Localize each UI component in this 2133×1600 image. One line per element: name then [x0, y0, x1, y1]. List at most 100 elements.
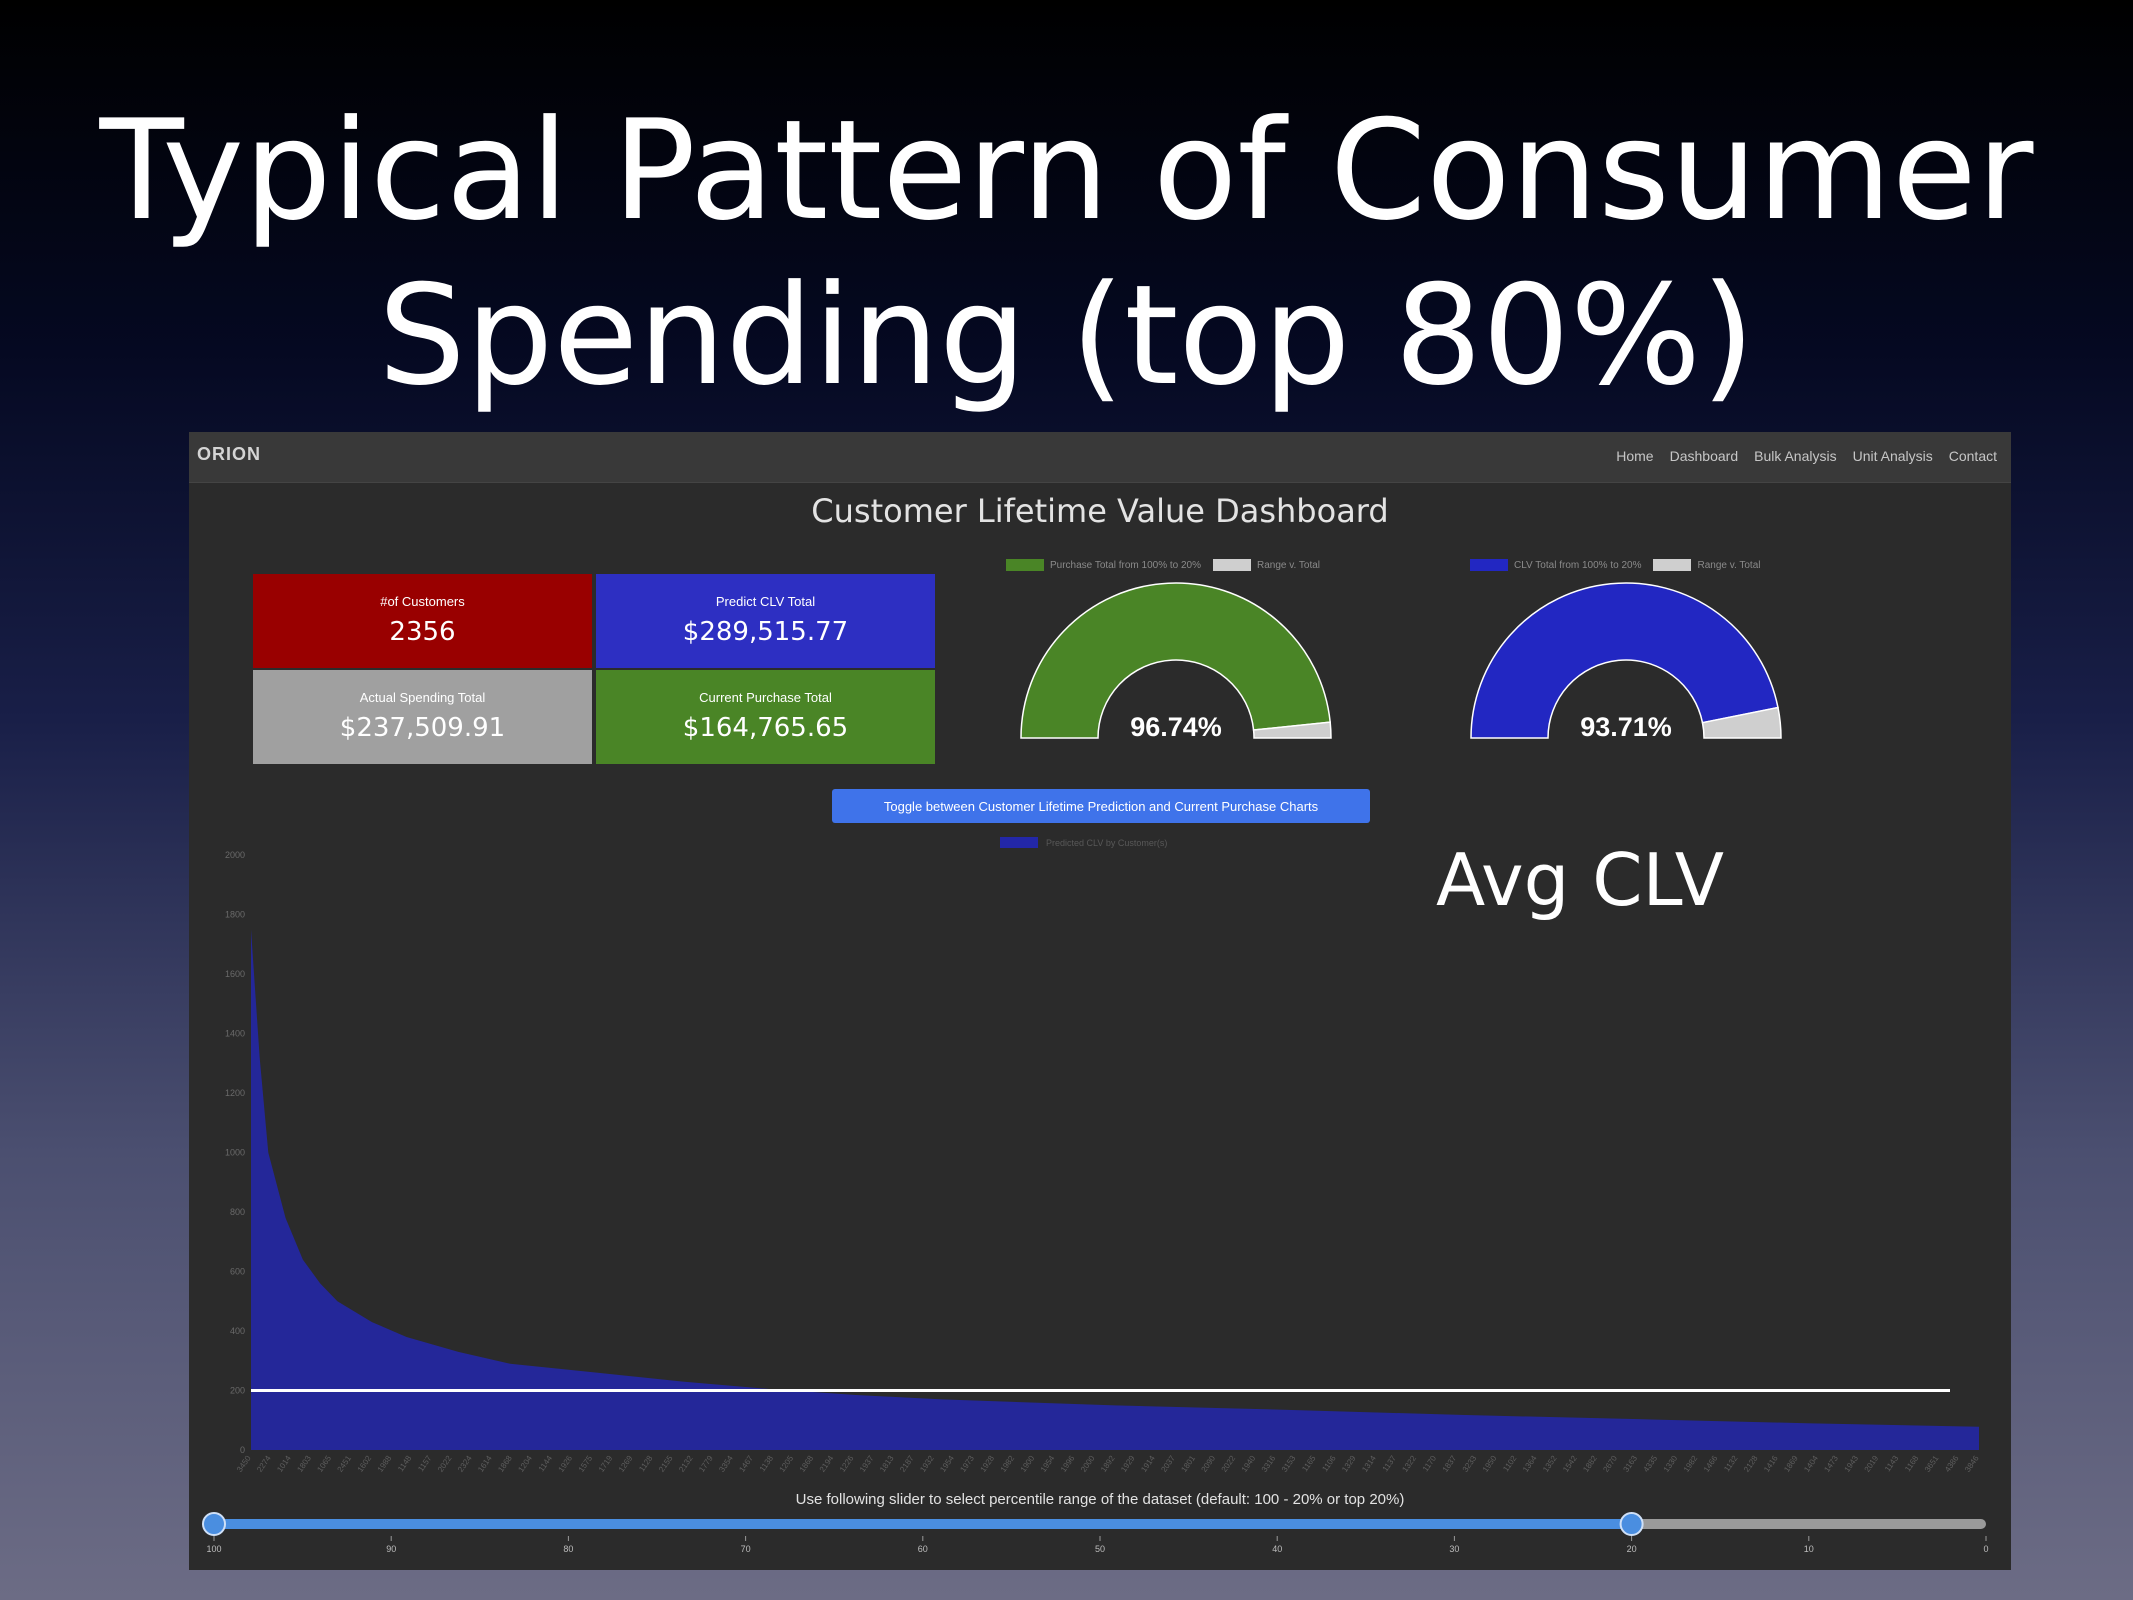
dashboard-title: Customer Lifetime Value Dashboard: [811, 492, 1389, 530]
x-tick-label: 1157: [416, 1454, 434, 1474]
x-tick-label: 1226: [838, 1454, 856, 1474]
x-tick-label: 1014: [275, 1454, 293, 1474]
toggle-chart-button[interactable]: Toggle between Customer Lifetime Predict…: [832, 789, 1370, 823]
x-tick-label: 1868: [798, 1454, 816, 1474]
gauge-filled-arc[interactable]: [1470, 582, 1779, 739]
kpi-actual-spending-total: Actual Spending Total $237,509.91: [253, 670, 592, 764]
y-tick-label: 1200: [225, 1088, 245, 1098]
legend-label: CLV Total from 100% to 20%: [1514, 559, 1642, 571]
legend-swatch[interactable]: [1006, 559, 1044, 571]
legend-swatch[interactable]: [1000, 837, 1038, 848]
kpi-predict-clv-total: Predict CLV Total $289,515.77: [596, 574, 935, 668]
x-tick-label: 1932: [918, 1454, 936, 1474]
x-tick-label: 1869: [1782, 1454, 1800, 1474]
navbar: ORION Home Dashboard Bulk Analysis Unit …: [189, 432, 2011, 483]
slide-title: Typical Pattern of Consumer Spending (to…: [0, 88, 2133, 418]
x-tick-label: 4386: [1943, 1454, 1961, 1474]
y-tick-label: 1800: [225, 910, 245, 920]
legend-label: Range v. Total: [1257, 559, 1321, 571]
nav-dashboard[interactable]: Dashboard: [1669, 448, 1739, 464]
x-tick-label: 1973: [958, 1454, 976, 1474]
x-tick-label: 1940: [1240, 1454, 1258, 1474]
x-tick-label: 2090: [1200, 1454, 1218, 1474]
y-tick-label: 2000: [225, 850, 245, 860]
x-tick-label: 2132: [677, 1454, 695, 1474]
x-tick-label: 1882: [1581, 1454, 1599, 1474]
x-tick-label: 3651: [1923, 1454, 1941, 1474]
x-tick-label: 4335: [1642, 1454, 1660, 1474]
brand-logo[interactable]: ORION: [197, 444, 262, 464]
slider-tick-label: 40: [1272, 1544, 1282, 1554]
kpi-customers: #of Customers 2356: [253, 574, 592, 668]
legend-label: Range v. Total: [1697, 559, 1761, 571]
slider-tick-label: 90: [386, 1544, 396, 1554]
x-tick-label: 2022: [1220, 1454, 1238, 1474]
y-tick-label: 0: [240, 1445, 245, 1455]
x-tick-label: 2670: [1601, 1454, 1619, 1474]
x-tick-label: 1330: [1662, 1454, 1680, 1474]
gauge-remaining-arc[interactable]: [1701, 706, 1782, 739]
x-tick-label: 2324: [456, 1454, 474, 1474]
x-tick-label: 3163: [1621, 1454, 1639, 1474]
x-tick-label: 1416: [1762, 1454, 1780, 1474]
x-tick-label: 1926: [557, 1454, 575, 1474]
slider-selected-range[interactable]: [214, 1519, 1632, 1529]
gauge-remaining-arc[interactable]: [1252, 721, 1332, 739]
x-tick-label: 1954: [938, 1454, 956, 1474]
legend-swatch[interactable]: [1653, 559, 1692, 571]
x-tick-label: 1128: [637, 1454, 655, 1474]
slider-tick-label: 0: [1983, 1544, 1988, 1554]
x-tick-label: 3316: [1260, 1454, 1278, 1474]
x-tick-label: 1466: [1702, 1454, 1720, 1474]
x-tick-label: 1138: [758, 1454, 776, 1474]
x-tick-label: 1602: [356, 1454, 374, 1474]
slider-tick-label: 20: [1627, 1544, 1637, 1554]
slider-label: Use following slider to select percentil…: [795, 1491, 1405, 1508]
nav-bulk-analysis[interactable]: Bulk Analysis: [1754, 448, 1837, 464]
gauge-purchase-value: 96.74%: [1130, 712, 1222, 742]
nav-unit-analysis[interactable]: Unit Analysis: [1852, 448, 1933, 464]
legend-swatch[interactable]: [1213, 559, 1252, 571]
x-tick-label: 1143: [1883, 1454, 1901, 1474]
gauge-filled-arc[interactable]: [1020, 582, 1332, 739]
gauge-legend-clv: CLV Total from 100% to 20% Range v. Tota…: [1470, 559, 1761, 571]
x-tick-label: 1204: [516, 1454, 534, 1474]
x-tick-label: 1928: [978, 1454, 996, 1474]
x-tick-label: 1137: [1381, 1454, 1399, 1474]
x-tick-label: 1813: [878, 1454, 896, 1474]
x-tick-label: 3450: [235, 1454, 253, 1474]
x-tick-label: 1575: [577, 1454, 595, 1474]
x-tick-label: 2187: [898, 1454, 916, 1474]
kpi-value: 2356: [389, 617, 456, 647]
x-tick-label: 2451: [336, 1454, 354, 1474]
x-tick-label: 1132: [1722, 1454, 1740, 1474]
nav-contact[interactable]: Contact: [1948, 448, 1997, 464]
x-tick-label: 1065: [315, 1454, 333, 1474]
kpi-label: Predict CLV Total: [715, 594, 816, 609]
x-tick-label: 1892: [1099, 1454, 1117, 1474]
x-tick-label: 3846: [1963, 1454, 1981, 1474]
slider-tick-label: 100: [206, 1544, 221, 1554]
x-tick-label: 2022: [436, 1454, 454, 1474]
clv-area-series[interactable]: [251, 929, 1979, 1450]
x-tick-label: 1779: [697, 1454, 715, 1474]
gauge-clv: [1470, 582, 1782, 739]
nav-home[interactable]: Home: [1616, 448, 1654, 464]
x-tick-label: 1168: [1903, 1454, 1921, 1474]
kpi-value: $237,509.91: [339, 713, 506, 743]
x-tick-label: 2019: [1863, 1454, 1881, 1474]
x-tick-label: 3153: [1280, 1454, 1298, 1474]
x-tick-label: 2274: [255, 1454, 273, 1474]
x-tick-label: 2155: [657, 1454, 675, 1474]
clv-area-chart: 0200400600800100012001400160018002000345…: [202, 850, 1989, 1554]
y-tick-label: 800: [230, 1207, 245, 1217]
slider-handle-high[interactable]: [202, 1512, 226, 1536]
x-tick-label: 2000: [1079, 1454, 1097, 1474]
x-tick-label: 2037: [1159, 1454, 1177, 1474]
slider-handle-low[interactable]: [1619, 1512, 1644, 1536]
x-tick-label: 1868: [496, 1454, 514, 1474]
x-tick-label: 1614: [476, 1454, 494, 1474]
legend-swatch[interactable]: [1470, 559, 1508, 571]
kpi-label: Actual Spending Total: [359, 690, 486, 705]
avg-clv-annotation: Avg CLV: [1436, 838, 1724, 922]
